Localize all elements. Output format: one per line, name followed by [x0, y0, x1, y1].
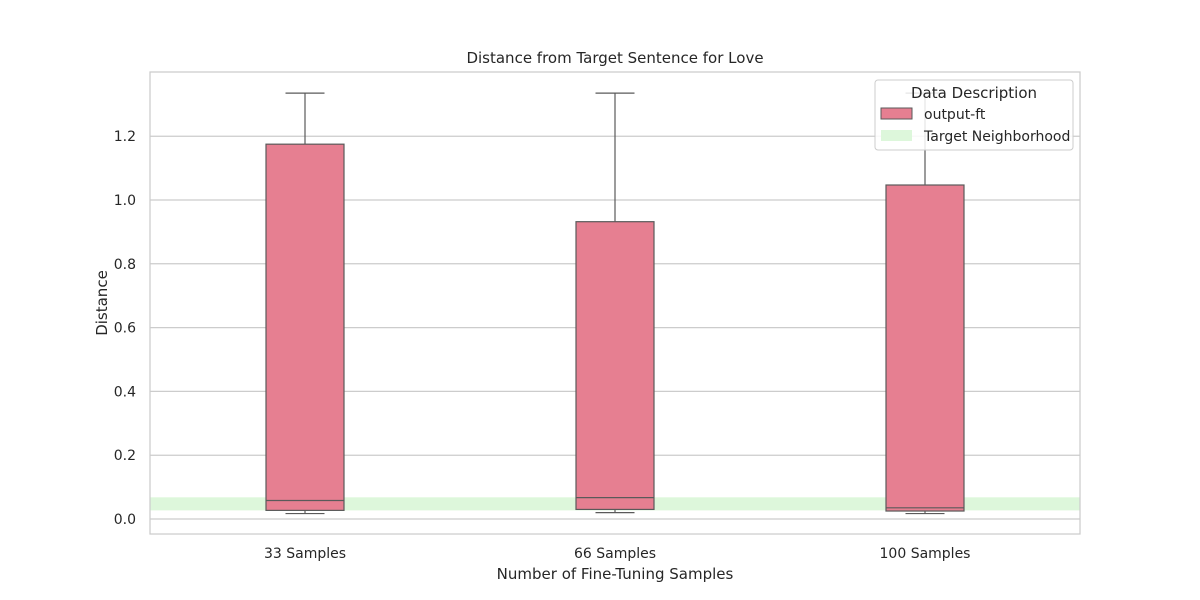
- y-tick-label: 0.2: [114, 448, 136, 464]
- box-iqr: [575, 221, 655, 511]
- y-tick-label: 0.0: [114, 512, 136, 528]
- legend-label-output-ft: output-ft: [924, 107, 986, 123]
- x-tick-label: 66 Samples: [574, 546, 656, 562]
- chart-title: Distance from Target Sentence for Love: [466, 49, 763, 67]
- y-axis-label: Distance: [93, 270, 111, 336]
- box-group: [885, 92, 965, 515]
- boxes-layer: [265, 92, 965, 515]
- y-tick-label: 0.6: [114, 321, 136, 337]
- x-axis-label: Number of Fine-Tuning Samples: [497, 565, 734, 583]
- y-tick-label: 0.4: [114, 384, 136, 400]
- y-tick-label: 0.8: [114, 257, 136, 273]
- legend-label-target-neighborhood: Target Neighborhood: [923, 129, 1070, 145]
- legend: Data Description output-ft Target Neighb…: [874, 79, 1074, 151]
- x-tick-label: 100 Samples: [880, 546, 971, 562]
- legend-swatch-output-ft: [880, 107, 913, 120]
- y-tick-labels: 0.0 0.2 0.4 0.6 0.8 1.0 1.2: [114, 129, 136, 528]
- legend-swatch-target-neighborhood: [881, 130, 912, 141]
- plot-frame: [149, 71, 1081, 535]
- box-group: [265, 92, 345, 515]
- box-group: [575, 92, 655, 514]
- x-tick-label: 33 Samples: [264, 546, 346, 562]
- x-tick-labels: 33 Samples 66 Samples 100 Samples: [264, 546, 971, 562]
- box-iqr: [885, 184, 965, 512]
- y-tick-label: 1.0: [114, 193, 136, 209]
- box-iqr: [265, 143, 345, 511]
- y-tick-label: 1.2: [114, 129, 136, 145]
- legend-box: [874, 79, 1074, 151]
- legend-title: Data Description: [911, 84, 1037, 102]
